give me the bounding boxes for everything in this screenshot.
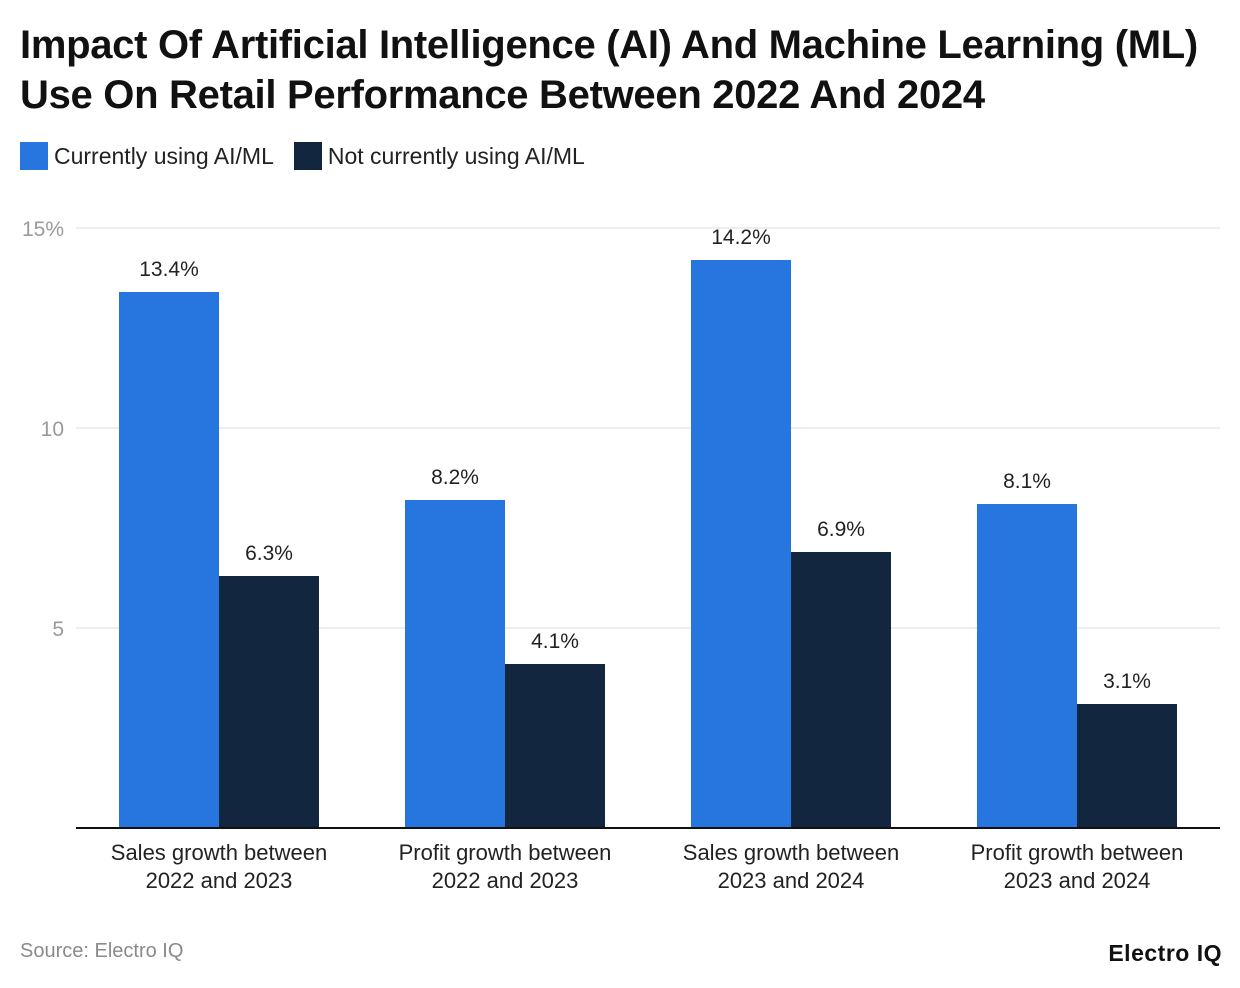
x-tick-label: 2023 and 2024: [1004, 868, 1151, 893]
bar: [505, 664, 605, 828]
data-label: 6.3%: [245, 542, 293, 565]
x-tick-label: 2023 and 2024: [718, 868, 865, 893]
y-tick-label: 5: [52, 618, 64, 641]
x-tick-label: 2022 and 2023: [432, 868, 579, 893]
bar: [119, 292, 219, 828]
bar: [977, 504, 1077, 828]
y-tick-label: 10: [41, 418, 64, 441]
legend-label: Currently using AI/ML: [54, 142, 274, 169]
data-label: 8.1%: [1003, 470, 1051, 493]
data-label: 3.1%: [1103, 670, 1151, 693]
x-tick-label: Profit growth between: [971, 840, 1184, 865]
bar: [1077, 704, 1177, 828]
y-tick-label: 15%: [22, 218, 64, 241]
x-tick-label: 2022 and 2023: [146, 868, 293, 893]
legend-item-not-using: Not currently using AI/ML: [293, 142, 585, 170]
legend-label: Not currently using AI/ML: [327, 142, 585, 169]
legend: Currently using AI/ML Not currently usin…: [20, 142, 605, 170]
data-label: 14.2%: [711, 226, 771, 249]
brand-logo: Electro IQ: [1108, 940, 1222, 966]
data-label: 4.1%: [531, 630, 579, 653]
bar: [791, 552, 891, 828]
bar: [405, 500, 505, 828]
data-label: 8.2%: [431, 466, 479, 489]
bar: [691, 260, 791, 828]
source-note: Source: Electro IQ: [20, 940, 184, 962]
legend-swatch: [20, 142, 48, 170]
x-tick-label: Sales growth between: [683, 840, 899, 865]
data-label: 13.4%: [139, 258, 199, 281]
legend-swatch: [293, 142, 322, 170]
bar: [219, 576, 319, 828]
legend-item-currently-using: Currently using AI/ML: [20, 142, 274, 170]
x-tick-label: Profit growth between: [399, 840, 612, 865]
x-tick-label: Sales growth between: [111, 840, 327, 865]
data-label: 6.9%: [817, 518, 865, 541]
chart-title: Impact Of Artificial Intelligence (AI) A…: [20, 23, 1198, 117]
